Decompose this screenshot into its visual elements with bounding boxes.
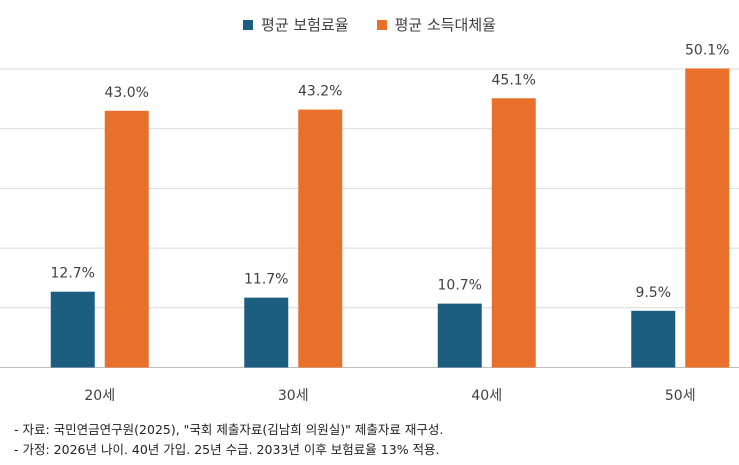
data-label: 9.5% xyxy=(635,285,671,301)
x-tick-label: 20세 xyxy=(84,388,115,404)
legend-label-premium: 평균 보험료율 xyxy=(261,16,349,34)
bar xyxy=(685,68,730,368)
x-tick-label: 30세 xyxy=(278,388,309,404)
footnotes: - 자료: 국민연금연구원(2025), "국회 제출자료(김남희 의원실)" … xyxy=(14,420,443,460)
data-label: 50.1% xyxy=(685,42,729,58)
legend-swatch-replacement xyxy=(376,19,387,30)
assumption-note: - 가정: 2026년 나이. 40년 가입. 25년 수급. 2033년 이후… xyxy=(14,442,440,457)
data-label: 43.0% xyxy=(105,85,149,101)
legend-swatch-premium xyxy=(243,19,254,30)
bar-chart: 12.7% 43.0% 20세 11.7% 43.2% 30세 10.7% 45.1% 40세 9… xyxy=(0,42,739,404)
bar xyxy=(104,110,149,368)
bar xyxy=(631,310,676,368)
bar xyxy=(298,109,343,368)
data-label: 11.7% xyxy=(244,272,288,288)
legend-item-replacement: 평균 소득대체율 xyxy=(376,14,496,35)
source-note: - 자료: 국민연금연구원(2025), "국회 제출자료(김남희 의원실)" … xyxy=(14,422,444,437)
legend-item-premium: 평균 보험료율 xyxy=(243,14,349,35)
bar xyxy=(491,98,536,368)
bar xyxy=(50,291,95,368)
legend-label-replacement: 평균 소득대체율 xyxy=(394,16,496,34)
data-label: 12.7% xyxy=(51,266,95,282)
data-label: 43.2% xyxy=(298,84,342,100)
bar xyxy=(244,297,289,368)
data-label: 10.7% xyxy=(438,278,482,294)
bar xyxy=(437,303,482,368)
legend: 평균 보험료율 평균 소득대체율 xyxy=(0,14,739,35)
x-tick-label: 50세 xyxy=(665,388,696,404)
x-tick-label: 40세 xyxy=(471,388,502,404)
data-label: 45.1% xyxy=(492,72,536,88)
